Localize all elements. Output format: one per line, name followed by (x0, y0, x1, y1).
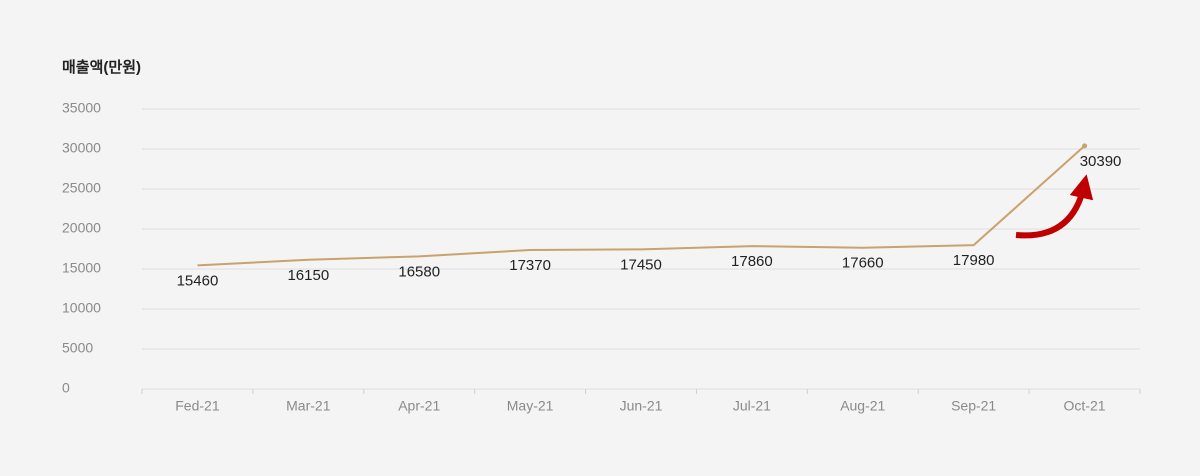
x-tick-label: Mar-21 (286, 398, 331, 414)
value-label: 30390 (1080, 153, 1122, 170)
value-label: 17660 (842, 255, 884, 272)
plot: 0 5000 10000 15000 20000 25000 30000 35000 Fed-2… (62, 100, 1141, 414)
y-tick-label: 25000 (62, 180, 101, 196)
x-tick-label: Jun-21 (620, 398, 663, 414)
y-tick-label: 30000 (62, 140, 101, 156)
x-tick-label: Oct-21 (1064, 398, 1106, 414)
y-axis-title: 매출액(만원) (62, 58, 141, 76)
y-tick-label: 0 (62, 380, 70, 396)
y-tick-label: 10000 (62, 300, 101, 316)
value-label: 16150 (287, 267, 329, 284)
value-label: 17980 (953, 252, 995, 269)
data-line (197, 145, 1086, 267)
x-tick-label: Sep-21 (951, 398, 996, 414)
y-tick-label: 35000 (62, 100, 101, 116)
value-label: 17860 (731, 253, 773, 270)
value-label: 15460 (177, 272, 219, 289)
y-tick-label: 20000 (62, 220, 101, 236)
x-tick-label: Fed-21 (175, 398, 220, 414)
end-point (1082, 143, 1088, 149)
value-label: 17370 (509, 257, 551, 274)
x-tick-label: May-21 (507, 398, 554, 414)
y-tick-label: 5000 (62, 340, 93, 356)
y-tick-label: 15000 (62, 260, 101, 276)
x-tick-label: Apr-21 (398, 398, 440, 414)
x-tick-label: Aug-21 (840, 398, 885, 414)
value-label: 16580 (398, 263, 440, 280)
x-tick-label: Jul-21 (733, 398, 771, 414)
highlight-arrow (1015, 174, 1094, 239)
value-label: 17450 (620, 256, 662, 273)
